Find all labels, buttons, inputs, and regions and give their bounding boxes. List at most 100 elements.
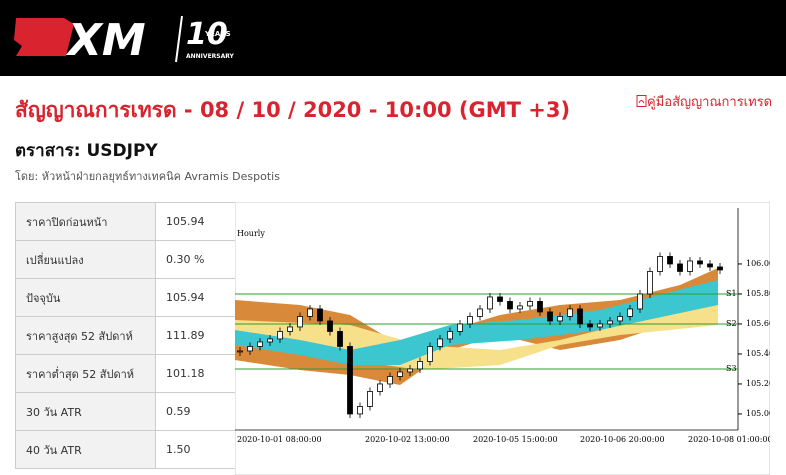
label-cell: เปลี่ยนแปลง bbox=[15, 240, 156, 279]
candle bbox=[667, 256, 673, 265]
table-row: ปัจจุบัน 105.94 bbox=[15, 278, 236, 317]
timeframe: Hourly bbox=[237, 229, 265, 238]
candle bbox=[467, 316, 473, 325]
candle bbox=[237, 350, 243, 353]
title: สัญญาณการเทรด - 08 / 10 / 2020 - 10:00 (… bbox=[15, 98, 571, 122]
candle bbox=[327, 320, 333, 332]
x-tick-label: 2020-10-08 01:00:00 bbox=[688, 435, 770, 444]
label-cell: ราคาสูงสุด 52 สัปดาห์ bbox=[15, 316, 156, 355]
candle bbox=[537, 301, 543, 313]
candle bbox=[447, 331, 453, 340]
candle bbox=[557, 316, 563, 322]
candle bbox=[577, 308, 583, 325]
link-text[interactable]: คู่มือสัญญาณการเทรด bbox=[647, 95, 773, 110]
candle bbox=[357, 406, 363, 415]
y-tick-label: 105.00 bbox=[746, 409, 770, 418]
badge-line: ANNIVERSARY bbox=[186, 53, 235, 60]
bands bbox=[235, 268, 718, 385]
candle bbox=[517, 305, 523, 310]
level-label: S1 bbox=[726, 289, 737, 298]
level-label: S2 bbox=[726, 319, 737, 328]
candle bbox=[387, 376, 393, 385]
x-tick-label: 2020-10-05 15:00:00 bbox=[473, 435, 558, 444]
candle bbox=[247, 346, 253, 352]
candle bbox=[417, 361, 423, 370]
candle bbox=[507, 301, 513, 310]
byline: โดย: หัวหน้าฝ่ายกลยุทธ์ทางเทคนิค Avramis… bbox=[15, 170, 280, 183]
candle bbox=[267, 338, 273, 343]
candle bbox=[377, 383, 383, 392]
table-row: ราคาสูงสุด 52 สัปดาห์ 111.89 bbox=[15, 316, 236, 355]
value-cell: 101.18 bbox=[155, 354, 236, 393]
label-cell: ราคาปิดก่อนหน้า bbox=[15, 202, 156, 241]
candle bbox=[587, 323, 593, 328]
header: XM 10 YEARS ANNIVERSARY bbox=[0, 0, 786, 76]
badge-line: YEARS bbox=[204, 30, 231, 38]
band-core bbox=[235, 280, 718, 365]
logo: XM 10 YEARS ANNIVERSARY bbox=[14, 15, 235, 66]
candle bbox=[257, 341, 263, 347]
candle bbox=[717, 266, 723, 271]
candle bbox=[477, 308, 483, 317]
candle bbox=[527, 301, 533, 307]
candle bbox=[687, 260, 693, 272]
candle bbox=[277, 331, 283, 340]
candle bbox=[347, 346, 353, 415]
candle bbox=[317, 308, 323, 322]
candle bbox=[457, 323, 463, 332]
candle bbox=[397, 371, 403, 377]
chart: Hourly 106.00 105.80 105.60 105.40 105.20 105… bbox=[235, 202, 770, 475]
table-row: 40 วัน ATR 1.50 bbox=[15, 430, 236, 469]
divider bbox=[175, 15, 183, 63]
y-tick-label: 105.40 bbox=[746, 349, 770, 358]
y-tick-label: 106.00 bbox=[746, 259, 770, 268]
candle bbox=[547, 311, 553, 322]
x-tick-label: 2020-10-02 13:00:00 bbox=[365, 435, 450, 444]
candle bbox=[287, 326, 293, 332]
candle bbox=[307, 308, 313, 317]
label-cell: ปัจจุบัน bbox=[15, 278, 156, 317]
stats-table: ราคาปิดก่อนหน้า 105.94 เปลี่ยนแปลง 0.30 % ปั… bbox=[15, 202, 236, 469]
candle bbox=[637, 293, 643, 310]
candle bbox=[437, 338, 443, 347]
x-tick-label: 2020-10-06 20:00:00 bbox=[580, 435, 665, 444]
label-cell: ราคาต่ำสุด 52 สัปดาห์ bbox=[15, 354, 156, 393]
y-tick-label: 105.80 bbox=[746, 289, 770, 298]
candle bbox=[487, 296, 493, 310]
table-row: 30 วัน ATR 0.59 bbox=[15, 392, 236, 431]
value-cell: 111.89 bbox=[155, 316, 236, 355]
value-cell: 0.30 % bbox=[155, 240, 236, 279]
candle bbox=[427, 346, 433, 362]
candle bbox=[367, 391, 373, 407]
table-row: ราคาต่ำสุด 52 สัปดาห์ 101.18 bbox=[15, 354, 236, 393]
candle bbox=[607, 320, 613, 325]
guide-link[interactable]: คู่มือสัญญาณการเทรด bbox=[636, 91, 772, 112]
logo-text: XM bbox=[65, 15, 146, 66]
pdf-icon bbox=[636, 95, 647, 107]
value-cell: 105.94 bbox=[155, 202, 236, 241]
candle bbox=[647, 271, 653, 295]
value-cell: 0.59 bbox=[155, 392, 236, 431]
candle bbox=[567, 308, 573, 317]
candle bbox=[497, 296, 503, 302]
y-tick-label: 105.20 bbox=[746, 379, 770, 388]
candle bbox=[617, 316, 623, 322]
x-tick-label: 2020-10-01 08:00:00 bbox=[237, 435, 322, 444]
table-row: ราคาปิดก่อนหน้า 105.94 bbox=[15, 202, 236, 241]
candle bbox=[677, 263, 683, 272]
badge: 10 bbox=[186, 17, 228, 52]
logo-mark bbox=[14, 18, 74, 56]
candle bbox=[407, 368, 413, 373]
value-cell: 105.94 bbox=[155, 278, 236, 317]
candle bbox=[597, 323, 603, 328]
candle bbox=[297, 316, 303, 328]
label-cell: 40 วัน ATR bbox=[15, 430, 156, 469]
candle bbox=[707, 263, 713, 268]
y-tick-label: 105.60 bbox=[746, 319, 770, 328]
candle bbox=[337, 331, 343, 347]
label-cell: 30 วัน ATR bbox=[15, 392, 156, 431]
table-row: เปลี่ยนแปลง 0.30 % bbox=[15, 240, 236, 279]
candle bbox=[627, 308, 633, 317]
level-label: S3 bbox=[726, 364, 737, 373]
